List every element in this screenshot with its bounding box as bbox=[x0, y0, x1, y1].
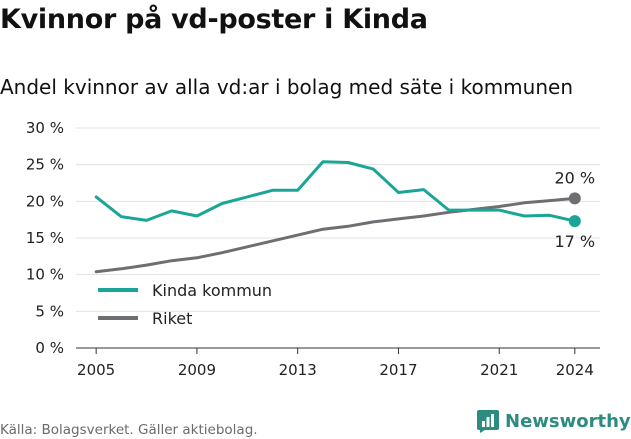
y-tick-label: 30 % bbox=[26, 119, 64, 137]
y-tick-label: 20 % bbox=[26, 192, 64, 210]
brand-name: Newsworthy bbox=[505, 410, 631, 432]
end-point-riket bbox=[568, 192, 581, 205]
newsworthy-logo: Newsworthy bbox=[476, 409, 631, 433]
x-tick-label: 2013 bbox=[279, 361, 317, 379]
y-tick-label: 0 % bbox=[35, 339, 64, 357]
bar-chart-icon bbox=[477, 410, 499, 433]
x-tick-label: 2017 bbox=[379, 361, 417, 379]
series-line-riket bbox=[94, 196, 577, 274]
x-tick-label: 2009 bbox=[178, 361, 216, 379]
legend-label: Riket bbox=[152, 309, 192, 328]
end-label-kinda: 17 % bbox=[554, 232, 595, 251]
end-point-kinda bbox=[568, 215, 581, 228]
source-note: Källa: Bolagsverket. Gäller aktiebolag. bbox=[0, 422, 258, 438]
x-tick-label: 2024 bbox=[556, 361, 594, 379]
end-label-riket: 20 % bbox=[554, 168, 595, 187]
legend-label: Kinda kommun bbox=[152, 281, 272, 300]
y-tick-label: 25 % bbox=[26, 156, 64, 174]
line-chart: 0 % 5 % 10 % 15 % 20 % 25 % 30 % 2005 2009 2013 20… bbox=[26, 119, 600, 379]
x-tick-label: 2005 bbox=[77, 361, 115, 379]
y-tick-label: 5 % bbox=[35, 302, 64, 320]
series-line-kinda bbox=[94, 160, 577, 223]
chart-title: Kvinnor på vd-poster i Kinda bbox=[0, 4, 428, 35]
y-tick-label: 10 % bbox=[26, 266, 64, 284]
x-tick-label: 2021 bbox=[480, 361, 518, 379]
chart-subtitle: Andel kvinnor av alla vd:ar i bolag med … bbox=[0, 75, 573, 99]
y-tick-label: 15 % bbox=[26, 229, 64, 247]
